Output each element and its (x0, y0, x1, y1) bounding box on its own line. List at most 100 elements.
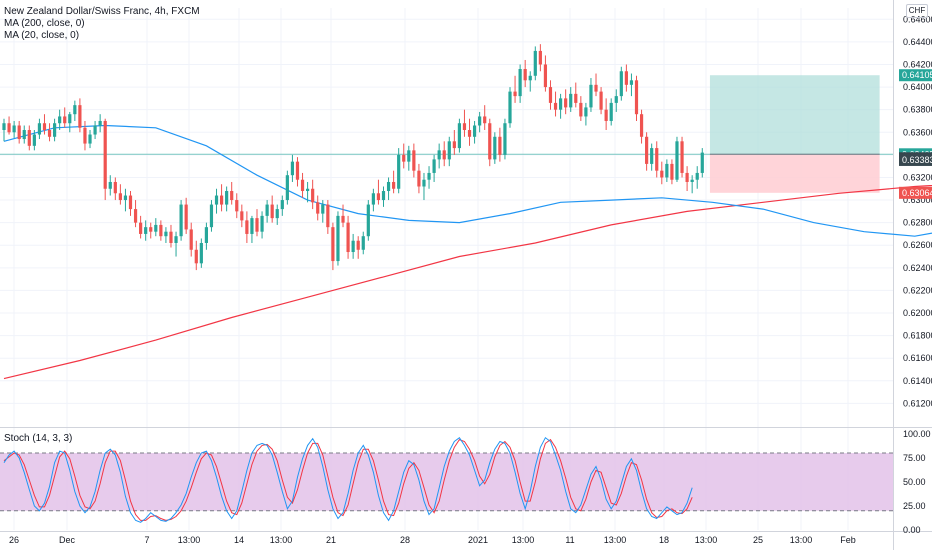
price-tick-label: 0.61200 (903, 398, 932, 408)
candle-body (462, 123, 467, 131)
candle-body (250, 218, 254, 234)
candle-body (306, 188, 310, 192)
candle-body (113, 181, 117, 194)
candle-body (528, 75, 532, 81)
candle-body (609, 102, 613, 121)
time-tick-label: Feb (840, 535, 856, 545)
candle-body (670, 163, 674, 180)
candle-body (58, 116, 62, 124)
candle (402, 143, 406, 169)
candle-body (452, 141, 456, 149)
candle-body (139, 222, 143, 234)
candle (564, 89, 568, 115)
candle-body (331, 227, 335, 262)
candle-body (467, 130, 472, 137)
candle (680, 136, 684, 178)
candle (154, 218, 158, 237)
candle (700, 148, 704, 178)
candle (93, 120, 97, 140)
candle-body (230, 191, 234, 201)
candle (553, 91, 558, 117)
candle-body (326, 204, 330, 228)
candle-body (483, 116, 487, 124)
price-tag-last: 0.63383 (899, 153, 932, 166)
candle-body (422, 179, 426, 187)
candle-body (386, 181, 391, 192)
candle (32, 130, 36, 151)
time-axis[interactable]: 26 Dec 7 13:00 14 13:00 21 28 2021 13:00 11 13:00 18… (9, 535, 856, 545)
candle (386, 177, 391, 201)
candle-body (660, 170, 664, 178)
candle (78, 98, 82, 133)
candle (634, 75, 639, 121)
ma200-path (3, 184, 932, 380)
stoch-legend[interactable]: Stoch (14, 3, 3) (4, 433, 72, 445)
candle-body (98, 120, 102, 126)
candle-body (174, 236, 178, 243)
target-zone (709, 75, 880, 155)
candle-body (685, 172, 689, 182)
candle-body (407, 150, 411, 162)
candle-body (295, 161, 300, 180)
price-tag-label: 0.64105 (902, 70, 932, 80)
candle-body (22, 130, 26, 140)
candle-body (189, 229, 193, 250)
candle-body (690, 179, 694, 182)
candle-body (559, 98, 563, 110)
candle-body (214, 195, 219, 205)
candle (609, 98, 613, 126)
candle (58, 109, 62, 131)
candle-body (260, 215, 264, 232)
candle (164, 227, 168, 243)
price-tag-bg (899, 69, 932, 82)
symbol-title[interactable]: New Zealand Dollar/Swiss Franc, 4h, FXCM (4, 6, 200, 17)
candle-body (493, 136, 497, 160)
candle-body (321, 204, 325, 214)
candle (169, 224, 173, 248)
candle-body (270, 204, 274, 219)
candle (47, 123, 52, 142)
position-tool[interactable] (0, 75, 893, 193)
time-tick-label: 13:00 (604, 535, 627, 545)
candle (275, 204, 279, 225)
candle-body (123, 195, 128, 201)
candle (149, 222, 153, 239)
ma20-legend[interactable]: MA (20, close, 0) (4, 30, 80, 41)
candle (624, 64, 628, 92)
candle (422, 172, 426, 201)
candle (548, 80, 553, 110)
candle-body (316, 202, 320, 214)
time-tick-label: 11 (565, 535, 574, 545)
candle-body (361, 236, 365, 250)
candle-body (427, 172, 431, 180)
candle-body (280, 200, 284, 210)
candle (83, 120, 87, 151)
candle-body (392, 181, 396, 189)
stoch-label[interactable]: Stoch (14, 3, 3) (4, 433, 73, 444)
ma20-path (3, 124, 932, 237)
candle (361, 231, 365, 255)
candle (513, 75, 517, 103)
candle-series (2, 44, 704, 271)
currency-badge[interactable]: CHF (906, 4, 928, 18)
candle-body (665, 163, 669, 178)
candle-body (255, 218, 259, 232)
candle-body (7, 123, 11, 133)
time-tick-label: 13:00 (790, 535, 813, 545)
candle (645, 132, 649, 171)
ma200-legend[interactable]: MA (200, close, 0) (4, 18, 85, 29)
candle (650, 143, 654, 171)
candle (533, 46, 537, 81)
candle (68, 111, 72, 133)
candle-body (219, 195, 224, 205)
time-tick-label: 26 (9, 535, 19, 545)
candle (629, 73, 634, 97)
